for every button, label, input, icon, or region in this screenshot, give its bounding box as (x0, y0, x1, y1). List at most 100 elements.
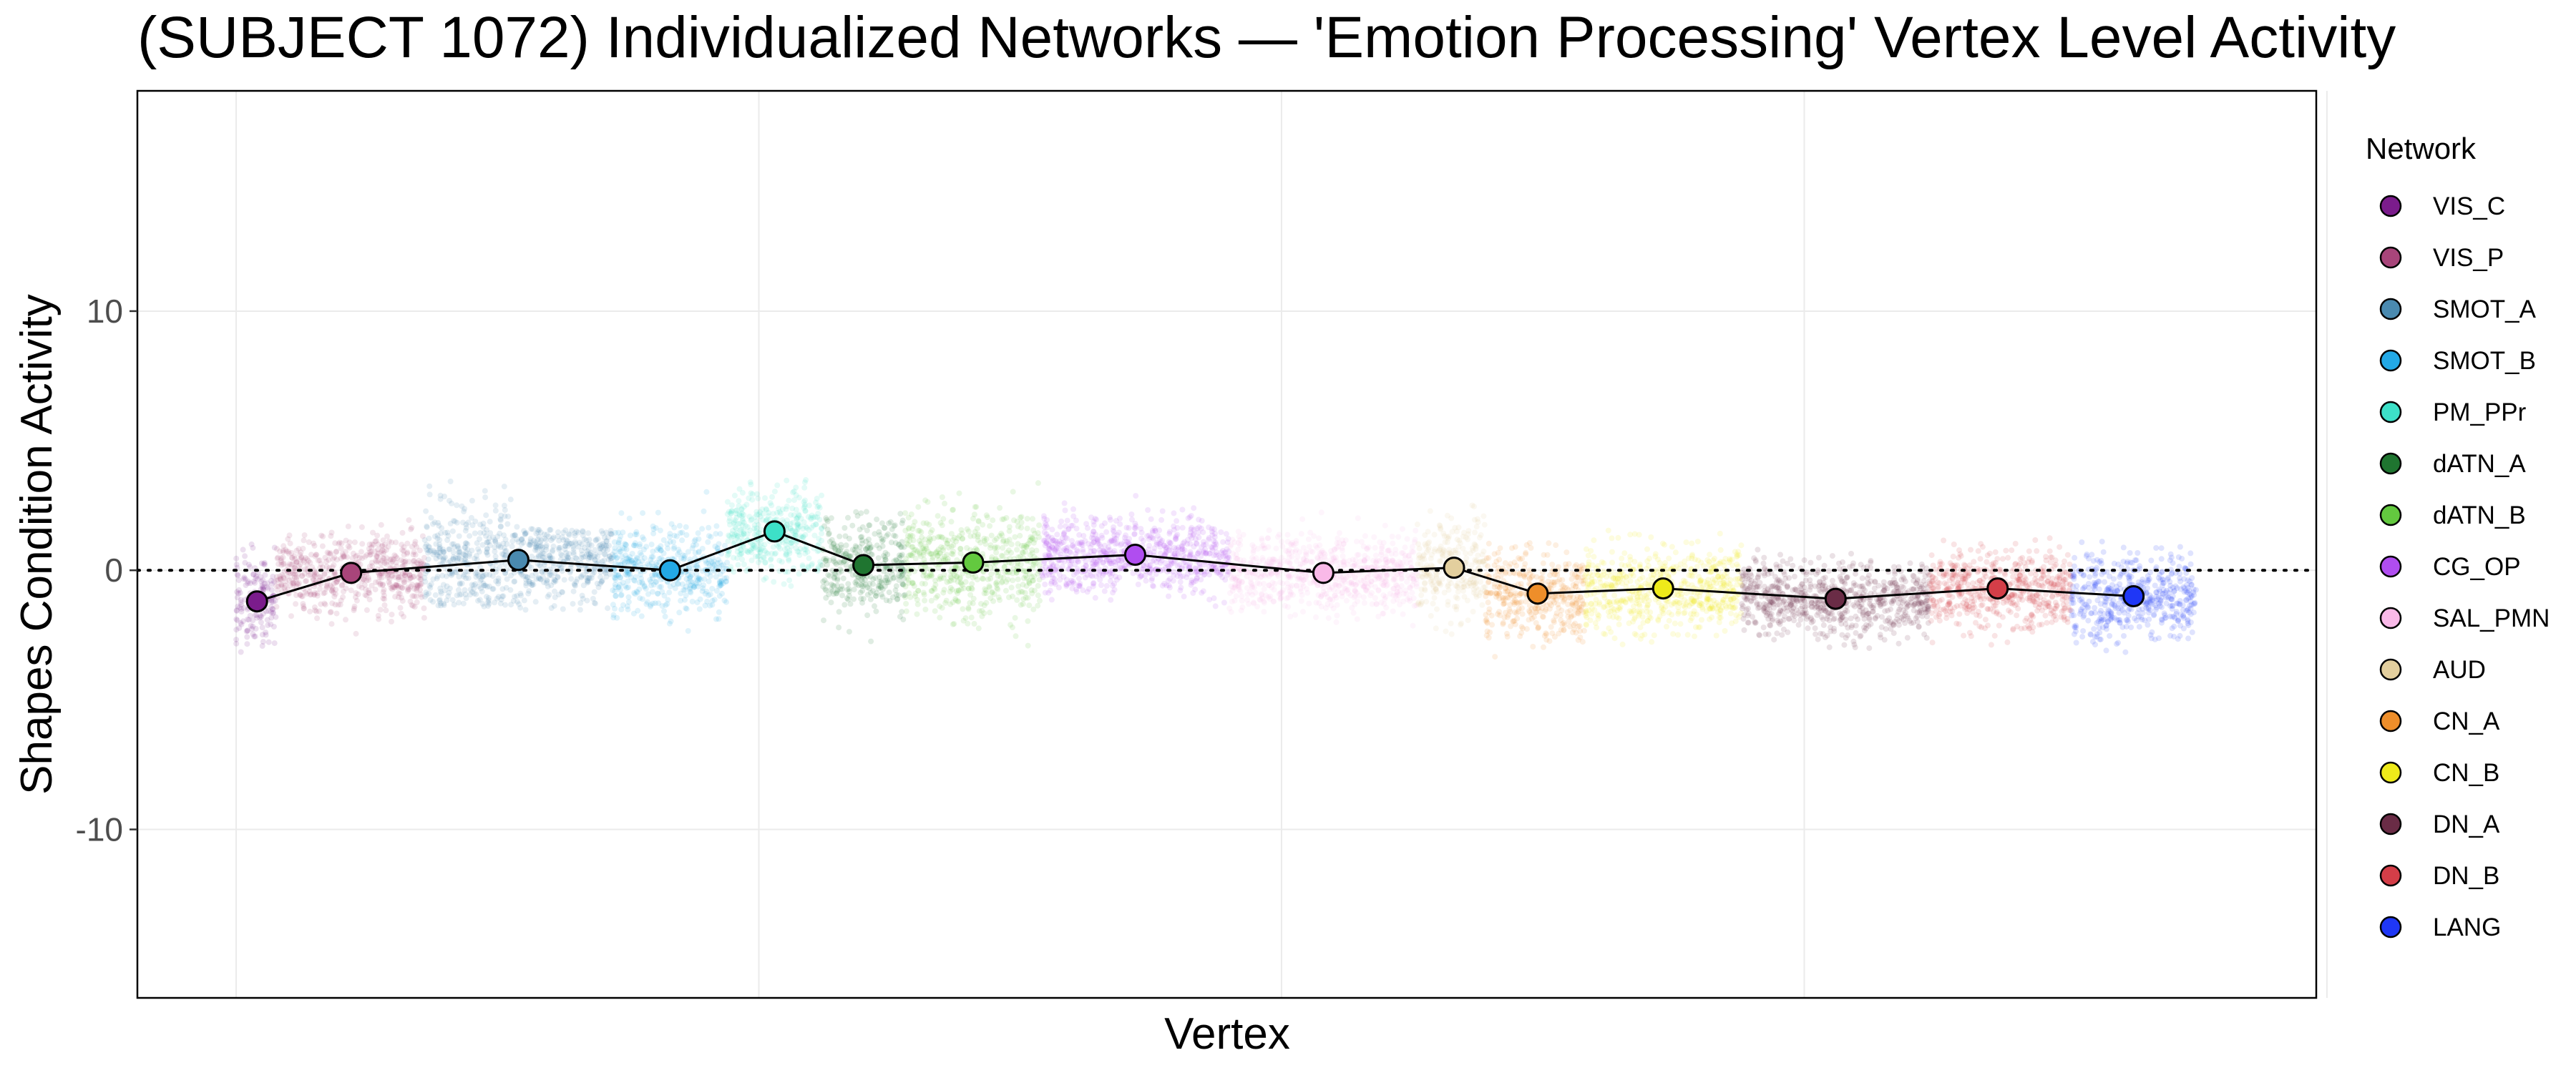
data-point (290, 571, 296, 577)
data-point (274, 555, 280, 562)
data-point (531, 537, 537, 544)
data-point (489, 573, 496, 579)
data-point (408, 584, 414, 590)
data-point (407, 598, 414, 604)
data-point (512, 578, 518, 584)
data-point (585, 556, 592, 562)
data-point (233, 562, 240, 568)
data-point (410, 552, 416, 558)
data-point (1419, 599, 1425, 605)
data-point (770, 544, 776, 550)
data-point (1189, 535, 1195, 542)
data-point (572, 541, 579, 547)
data-point (430, 576, 436, 582)
data-point (428, 514, 434, 521)
data-point (542, 562, 547, 568)
data-point (802, 507, 809, 514)
data-point (283, 547, 289, 553)
data-point (566, 540, 572, 547)
data-point (987, 609, 993, 616)
data-point (331, 589, 337, 596)
data-point (304, 562, 311, 568)
data-point (878, 592, 884, 597)
data-point (367, 552, 373, 558)
data-point (859, 534, 865, 540)
data-point (1178, 584, 1184, 591)
data-point (1090, 583, 1096, 589)
data-point (691, 583, 698, 589)
data-point (578, 573, 585, 579)
data-point (585, 579, 591, 585)
data-point (421, 574, 428, 581)
data-point (1068, 549, 1074, 556)
data-point (828, 599, 834, 606)
data-point (838, 542, 844, 548)
data-point (568, 576, 575, 582)
data-point (566, 531, 572, 538)
data-point (1037, 597, 1043, 604)
data-point (1471, 541, 1478, 547)
data-point (529, 572, 535, 579)
data-point (618, 607, 625, 612)
data-point (287, 582, 293, 589)
data-point (594, 580, 600, 587)
data-point (1332, 581, 1339, 587)
data-point (530, 526, 536, 532)
data-point (501, 484, 507, 490)
data-point (685, 572, 691, 578)
data-point (1395, 572, 1401, 578)
data-point (263, 629, 269, 636)
data-point (303, 578, 310, 584)
data-point (1389, 534, 1395, 539)
data-point (600, 541, 606, 547)
data-point (1042, 582, 1048, 587)
data-point (389, 558, 396, 564)
data-point (343, 585, 349, 592)
data-point (313, 608, 320, 614)
data-point (1180, 540, 1186, 547)
data-point (1479, 602, 1485, 608)
data-point (311, 573, 318, 579)
data-point (426, 583, 433, 589)
data-point (374, 532, 381, 539)
data-point (786, 577, 793, 584)
data-point (479, 542, 486, 548)
data-point (409, 544, 415, 550)
data-point (401, 552, 407, 558)
data-point (1009, 624, 1015, 631)
data-point (1159, 508, 1166, 514)
data-point (341, 554, 348, 560)
data-point (1410, 622, 1416, 629)
data-point (728, 534, 735, 541)
data-point (1201, 539, 1206, 545)
data-point (788, 540, 794, 546)
data-point (492, 544, 498, 551)
data-point (485, 599, 491, 605)
data-point (813, 521, 819, 528)
data-point (1035, 583, 1041, 589)
data-point (454, 502, 460, 509)
data-point (866, 522, 872, 529)
data-point (598, 579, 605, 585)
data-point (1284, 531, 1291, 538)
data-point (849, 547, 856, 553)
data-point (919, 580, 925, 587)
data-point (291, 553, 298, 559)
data-point (486, 583, 492, 589)
data-point (497, 524, 504, 530)
data-point (501, 555, 507, 562)
data-point (286, 549, 292, 555)
data-point (940, 544, 947, 551)
data-point (469, 522, 476, 529)
data-point (948, 531, 955, 537)
data-point (922, 497, 929, 504)
data-point (691, 582, 697, 589)
data-point (595, 536, 601, 542)
data-point (1454, 536, 1460, 543)
data-point (728, 510, 734, 516)
data-point (1110, 589, 1116, 596)
data-point (467, 592, 473, 598)
data-point (457, 548, 463, 554)
data-point (458, 591, 464, 597)
